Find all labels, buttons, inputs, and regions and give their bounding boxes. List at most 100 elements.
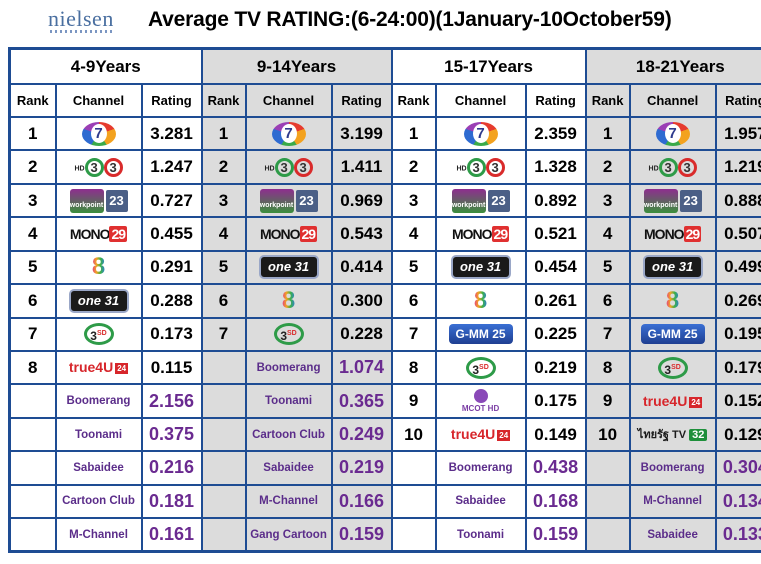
channel-name-cell: M-Channel — [54, 517, 143, 553]
mono-logo: MONO 29 — [451, 225, 510, 242]
channel-name-cell: Sabaidee — [434, 483, 527, 520]
rating-cell: 0.454 — [524, 249, 587, 286]
column-header-rank: Rank — [200, 83, 247, 118]
rank-cell: 4 — [8, 216, 57, 252]
column-header-rank: Rank — [8, 83, 57, 118]
ch3sd-logo: 3SD — [465, 356, 496, 379]
rating-cell: 0.181 — [140, 483, 203, 520]
ch7-logo: 7 — [655, 121, 690, 146]
rank-cell — [8, 517, 57, 553]
rating-cell: 0.166 — [330, 483, 393, 520]
channel-logo-cell: MONO 29 — [54, 216, 143, 252]
rating-cell: 0.521 — [524, 216, 587, 252]
mono-logo: MONO 29 — [644, 225, 702, 242]
channel-name-cell: Toonami — [244, 383, 333, 419]
ch3hd-logo: HD 3 3 — [264, 157, 313, 177]
rating-cell: 0.888 — [714, 182, 761, 219]
channel-name-cell: M-Channel — [628, 483, 717, 520]
channel-logo-cell: HD 3 3 — [244, 149, 333, 185]
channel-logo-cell: 7 — [628, 115, 717, 152]
channel-logo-cell: MONO 29 — [628, 216, 717, 252]
column-header-rank: Rank — [584, 83, 631, 118]
channel-logo-cell: G-MM 25 — [628, 316, 717, 352]
channel-logo-cell: workpoint 23 — [434, 182, 527, 219]
one-logo: one 31 — [258, 255, 319, 280]
channel-logo-cell: 3SD — [244, 316, 333, 352]
rank-cell: 4 — [200, 216, 247, 252]
ch8-logo: 8 — [91, 253, 106, 281]
table-row: Toonami 0.375 Cartoon Club 0.249 10 true4U 24 0… — [8, 416, 761, 453]
channel-logo-cell: one 31 — [628, 249, 717, 286]
channel-logo-cell: 7 — [244, 115, 333, 152]
channel-name-cell: Gang Cartoon — [244, 517, 333, 553]
mono-logo: MONO 29 — [69, 225, 128, 242]
channel-name-cell: Toonami — [54, 416, 143, 453]
rank-cell: 10 — [584, 416, 631, 453]
rank-cell: 6 — [8, 283, 57, 319]
gmm25-logo: G-MM 25 — [448, 324, 513, 345]
column-header-channel: Channel — [434, 83, 527, 118]
rating-cell: 1.074 — [330, 349, 393, 386]
rank-cell: 2 — [200, 149, 247, 185]
rank-cell: 5 — [8, 249, 57, 286]
rank-cell: 2 — [390, 149, 437, 185]
rank-cell: 1 — [200, 115, 247, 152]
rating-cell: 2.156 — [140, 383, 203, 419]
channel-logo-cell: HD 3 3 — [434, 149, 527, 185]
rank-cell — [200, 383, 247, 419]
channel-logo-cell: one 31 — [54, 283, 143, 319]
rating-cell: 1.247 — [140, 149, 203, 185]
rating-cell: 2.359 — [524, 115, 587, 152]
rating-cell: 0.173 — [140, 316, 203, 352]
rating-cell: 0.291 — [140, 249, 203, 286]
channel-logo-cell: HD 3 3 — [54, 149, 143, 185]
rank-cell — [390, 483, 437, 520]
rank-cell: 1 — [390, 115, 437, 152]
rank-cell — [8, 416, 57, 453]
rating-cell: 0.300 — [330, 283, 393, 319]
table-row: 5 8 0.291 5 one 31 0.414 5 one 31 0.454 5 one 31 0.… — [8, 249, 761, 286]
gmm25-logo: G-MM 25 — [640, 324, 705, 345]
rank-cell — [8, 450, 57, 486]
rating-cell: 0.225 — [524, 316, 587, 352]
logo-dots — [50, 30, 112, 33]
rating-cell: 0.892 — [524, 182, 587, 219]
channel-logo-cell: MONO 29 — [244, 216, 333, 252]
rank-cell: 8 — [584, 349, 631, 386]
rank-cell — [200, 450, 247, 486]
rating-cell: 1.219 — [714, 149, 761, 185]
channel-name-cell: Sabaidee — [54, 450, 143, 486]
channel-logo-cell: workpoint 23 — [54, 182, 143, 219]
ch3sd-logo: 3SD — [657, 356, 688, 379]
rating-cell: 0.149 — [524, 416, 587, 453]
ch3sd-logo: 3SD — [273, 323, 304, 346]
table-row: Cartoon Club 0.181 M-Channel 0.166 Sabaidee 0… — [8, 483, 761, 520]
one-logo: one 31 — [450, 255, 511, 280]
rating-cell: 0.507 — [714, 216, 761, 252]
channel-name-cell: Boomerang — [54, 383, 143, 419]
rank-cell — [200, 483, 247, 520]
channel-logo-cell: HD 3 3 — [628, 149, 717, 185]
one-logo: one 31 — [68, 288, 129, 313]
channel-logo-cell: 8 — [628, 283, 717, 319]
ch8-logo: 8 — [281, 286, 296, 314]
channel-logo-cell: 3SD — [54, 316, 143, 352]
rank-cell: 1 — [8, 115, 57, 152]
rating-cell: 0.438 — [524, 450, 587, 486]
channel-logo-cell: true4U 24 — [54, 349, 143, 386]
rating-cell: 0.288 — [140, 283, 203, 319]
table-row: Boomerang 2.156 Toonami 0.365 9 MCOT HD 0.175 9… — [8, 383, 761, 419]
channel-name-cell: M-Channel — [244, 483, 333, 520]
column-header-rating: Rating — [524, 83, 587, 118]
rank-cell: 7 — [200, 316, 247, 352]
channel-name-cell: Sabaidee — [244, 450, 333, 486]
true4u-logo: true4U 24 — [642, 392, 703, 409]
channel-logo-cell: workpoint 23 — [628, 182, 717, 219]
ch3hd-logo: HD 3 3 — [649, 157, 697, 177]
rating-cell: 1.957 — [714, 115, 761, 152]
table-row: 7 3SD 0.173 7 3SD 0.228 7 G-MM 25 0.225 7 G-MM 25 0… — [8, 316, 761, 352]
rating-cell: 0.455 — [140, 216, 203, 252]
rating-cell: 0.414 — [330, 249, 393, 286]
